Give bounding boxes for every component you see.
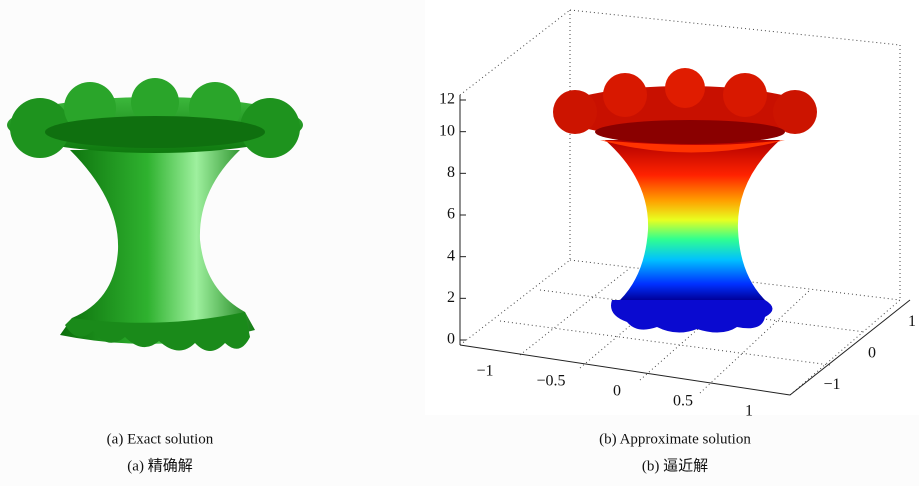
y-tick-label: 0	[868, 345, 876, 362]
z-tick-label: 6	[447, 206, 455, 223]
z-tick-label: 8	[447, 164, 455, 181]
y-tick-label: 1	[908, 313, 916, 330]
x-tick-label: 0	[613, 383, 621, 400]
z-tick-label: 0	[447, 331, 455, 348]
x-tick-label: 0.5	[673, 393, 693, 410]
axis-ticks: 0 2 4 6 8 10 12 −1 −0.5 0 0.5 1 −1 0 1	[439, 91, 916, 420]
axes	[459, 95, 911, 396]
z-tick-label: 2	[447, 289, 455, 306]
caption: (a) Exact solution	[107, 431, 214, 447]
z-tick-label: 12	[439, 91, 455, 108]
exact-surface	[7, 78, 303, 351]
x-tick-label: −1	[476, 363, 493, 380]
z-tick-label: 4	[447, 247, 455, 264]
caption-zh: (b) 逼近解	[642, 457, 708, 474]
z-tick-label: 10	[439, 122, 455, 139]
caption: (b) Approximate solution	[599, 431, 751, 447]
y-tick-label: −1	[823, 376, 840, 393]
approx-surface	[553, 68, 817, 333]
caption-zh: (a) 精确解	[127, 457, 192, 474]
x-tick-label: 1	[745, 403, 753, 420]
x-tick-label: −0.5	[536, 373, 565, 390]
